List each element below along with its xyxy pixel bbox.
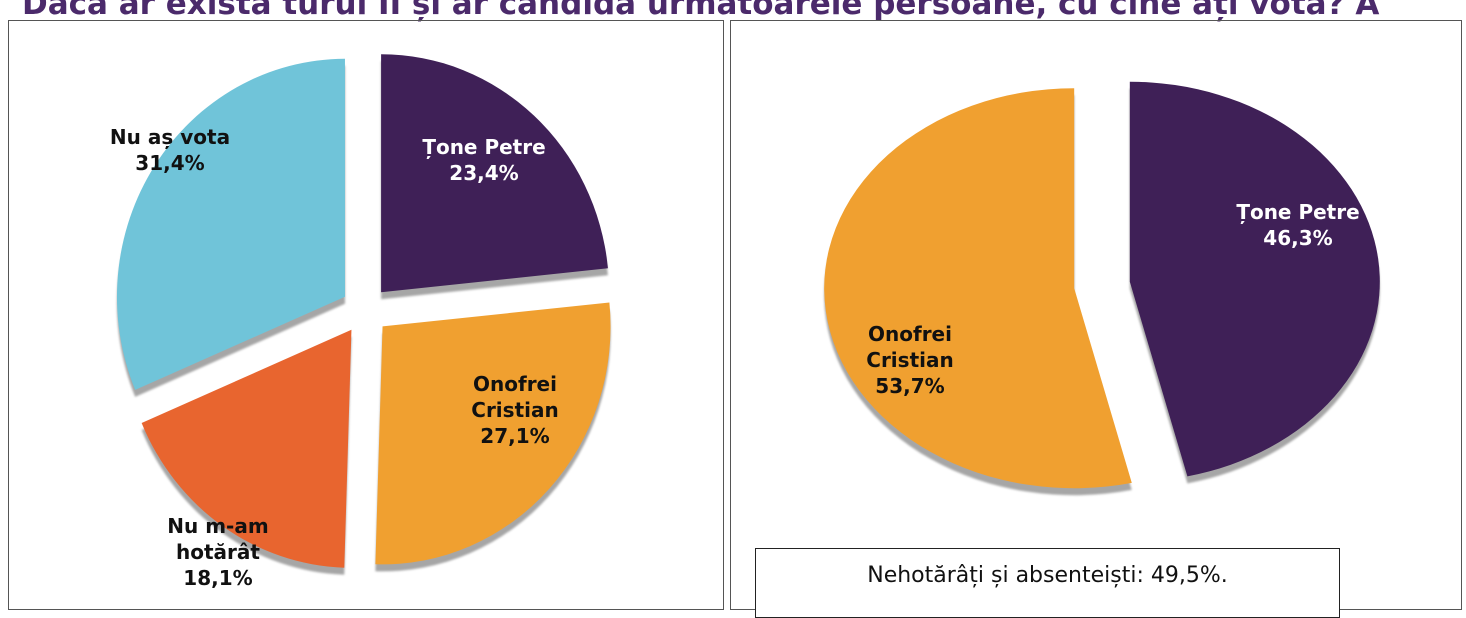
pie-slice — [824, 88, 1132, 489]
annotation: Nehotărâți și absenteiști: 49,5%. — [755, 548, 1340, 618]
category-label: Nu aș vota — [109, 125, 231, 149]
slice-label: Onofrei Cristian 27,1% — [445, 371, 585, 449]
value-label: 31,4% — [135, 151, 205, 175]
pie-slice — [1129, 81, 1380, 477]
charts — [116, 54, 1380, 568]
slice-label: Țone Petre 46,3% — [1228, 199, 1368, 251]
category-label: Onofrei Cristian — [866, 322, 954, 372]
pie-slice — [141, 329, 352, 568]
slice-label: Nu aș vota 31,4% — [100, 124, 240, 176]
value-label: 23,4% — [449, 161, 519, 185]
value-label: 46,3% — [1263, 226, 1333, 250]
pie-slice — [375, 302, 611, 565]
value-label: 18,1% — [183, 566, 253, 590]
value-label: 53,7% — [875, 374, 945, 398]
slice-label: Onofrei Cristian 53,7% — [840, 321, 980, 399]
slice-label: Țone Petre 23,4% — [414, 134, 554, 186]
pie-slice — [381, 54, 608, 293]
category-label: Țone Petre — [422, 135, 546, 159]
value-label: 27,1% — [480, 424, 550, 448]
slice-label: Nu m-am hotărât 18,1% — [148, 513, 288, 591]
title: Dacă ar exista turul II și ar candida ur… — [22, 0, 1380, 22]
pie-slice — [116, 58, 345, 390]
category-label: Onofrei Cristian — [471, 372, 559, 422]
category-label: Țone Petre — [1236, 200, 1360, 224]
category-label: Nu m-am hotărât — [167, 514, 269, 564]
page: {"title": "Dacă ar exista turul II și ar… — [8, 0, 1462, 618]
